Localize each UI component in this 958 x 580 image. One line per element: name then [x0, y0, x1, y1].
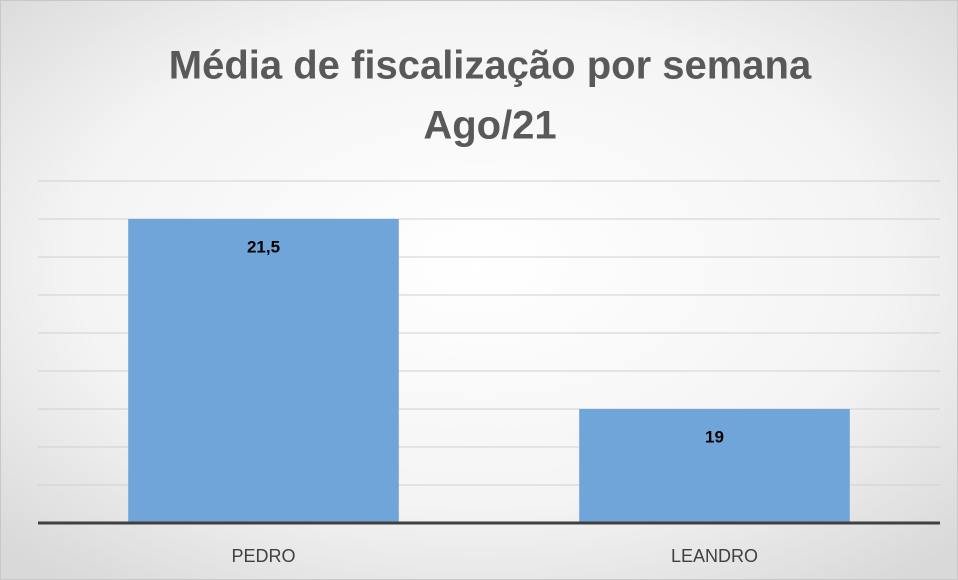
chart-title: Ago/21 — [423, 104, 556, 148]
chart-title: Média de fiscalização por semana — [169, 44, 812, 88]
bar — [579, 409, 850, 523]
bar — [128, 219, 399, 523]
x-tick-label: LEANDRO — [671, 546, 758, 566]
data-label: 21,5 — [247, 237, 280, 256]
x-tick-label: PEDRO — [231, 546, 295, 566]
data-label: 19 — [705, 427, 724, 446]
